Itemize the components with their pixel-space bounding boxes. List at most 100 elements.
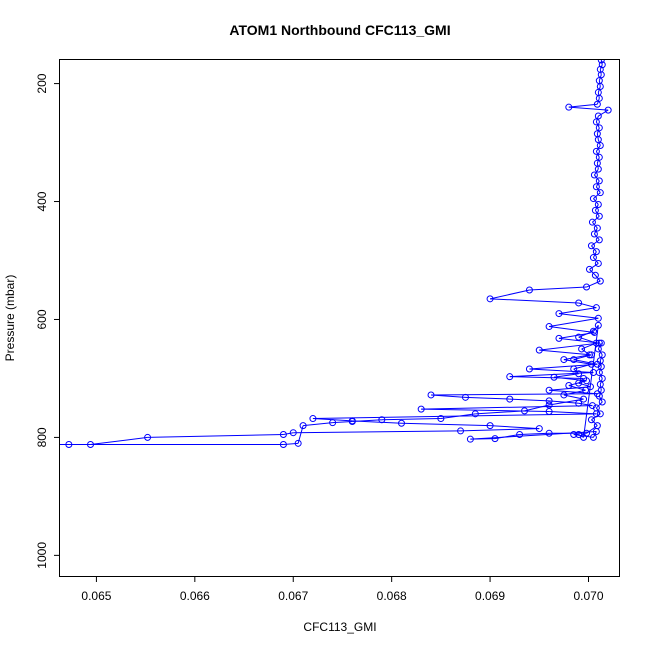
series-line-segment xyxy=(589,263,599,270)
data-point xyxy=(525,286,533,294)
x-tick-label: 0.068 xyxy=(377,589,407,603)
data-point xyxy=(592,339,600,347)
data-point xyxy=(309,415,317,423)
x-axis: 0.065 0.066 0.067 0.068 0.069 0.070 xyxy=(81,576,604,603)
series-line-segment xyxy=(592,215,600,223)
series-line-segment xyxy=(352,419,382,422)
series-line-segment xyxy=(598,109,609,117)
x-axis-label: CFC113_GMI xyxy=(303,620,376,634)
data-point xyxy=(461,393,469,401)
series-line-segment xyxy=(592,221,598,229)
series-line-segment xyxy=(381,418,441,421)
data-point xyxy=(348,417,356,425)
data-point xyxy=(596,380,604,388)
series-line-segment xyxy=(470,438,496,440)
data-point xyxy=(589,327,597,335)
data-point xyxy=(590,171,598,179)
series-line-segment xyxy=(591,239,600,247)
series-line-segment xyxy=(568,106,609,111)
data-point xyxy=(570,430,578,438)
data-point xyxy=(466,435,474,443)
data-point xyxy=(586,383,594,391)
series-line-segment xyxy=(553,373,579,378)
data-point xyxy=(587,360,595,368)
data-point xyxy=(594,200,602,208)
data-point xyxy=(595,94,603,102)
series-line-segment xyxy=(421,405,593,410)
data-point xyxy=(506,373,514,381)
series-line-segment xyxy=(558,313,599,319)
data-point xyxy=(587,242,595,250)
series-line-segment xyxy=(594,233,600,241)
data-point xyxy=(592,404,600,412)
series-line-segment xyxy=(589,268,596,276)
data-point xyxy=(597,339,605,347)
y-axis: 200 400 600 800 1000 xyxy=(35,73,60,569)
y-tick-label: 1000 xyxy=(35,542,49,569)
series-line-segment xyxy=(594,210,600,217)
data-point xyxy=(604,106,612,114)
data-point xyxy=(587,416,595,424)
data-point xyxy=(560,356,568,364)
series-line-segment xyxy=(509,398,550,402)
data-point xyxy=(378,416,386,424)
data-point xyxy=(596,410,604,418)
series-line-segment xyxy=(490,298,579,304)
data-point xyxy=(597,60,605,64)
series-line-segment xyxy=(430,394,466,398)
data-point xyxy=(590,230,598,238)
data-point xyxy=(560,391,568,399)
y-axis-label: Pressure (mbar) xyxy=(3,275,17,362)
series-line-segment xyxy=(465,396,510,400)
data-point xyxy=(565,382,573,390)
data-point xyxy=(598,398,606,406)
data-point xyxy=(506,395,514,403)
data-point xyxy=(565,103,573,111)
series-line-segment xyxy=(596,401,603,409)
series-line-segment xyxy=(558,307,597,315)
series-line-segment xyxy=(475,410,525,415)
data-point xyxy=(596,357,604,365)
series-line-segment xyxy=(460,428,540,432)
data-point xyxy=(596,277,604,285)
series-line-segment xyxy=(529,286,587,291)
series-line-segment xyxy=(519,432,550,435)
data-point xyxy=(591,206,599,214)
data-point xyxy=(592,183,600,191)
data-point xyxy=(589,433,597,441)
data-point xyxy=(65,440,73,448)
data-point xyxy=(594,314,602,322)
series-line-segment xyxy=(593,198,599,205)
plot-series-group xyxy=(60,60,612,448)
data-point xyxy=(457,427,465,435)
data-point xyxy=(279,430,287,438)
series-line-segment xyxy=(147,433,284,438)
data-point xyxy=(545,401,553,409)
data-point xyxy=(595,153,603,161)
data-point xyxy=(592,147,600,155)
data-point xyxy=(535,425,543,433)
series-line-segment xyxy=(600,60,603,65)
series-line-segment xyxy=(293,430,461,434)
series-line-segment xyxy=(563,354,590,361)
series-line-segment xyxy=(595,145,601,152)
data-point xyxy=(582,386,590,394)
data-point xyxy=(598,374,606,382)
data-point xyxy=(591,271,599,279)
y-tick-label: 600 xyxy=(35,309,49,329)
data-point xyxy=(580,395,588,403)
series-line-segment xyxy=(594,174,600,182)
series-line-segment xyxy=(549,317,599,328)
series-line-segment xyxy=(549,410,597,415)
data-point xyxy=(593,224,601,232)
data-point xyxy=(583,429,591,437)
data-point xyxy=(545,323,553,331)
data-point xyxy=(595,177,603,185)
series-line-segment xyxy=(594,274,601,282)
data-point xyxy=(587,351,595,359)
series-line-segment xyxy=(494,433,520,440)
series-line-segment xyxy=(597,348,603,356)
data-point xyxy=(588,402,596,410)
data-point xyxy=(597,71,605,79)
